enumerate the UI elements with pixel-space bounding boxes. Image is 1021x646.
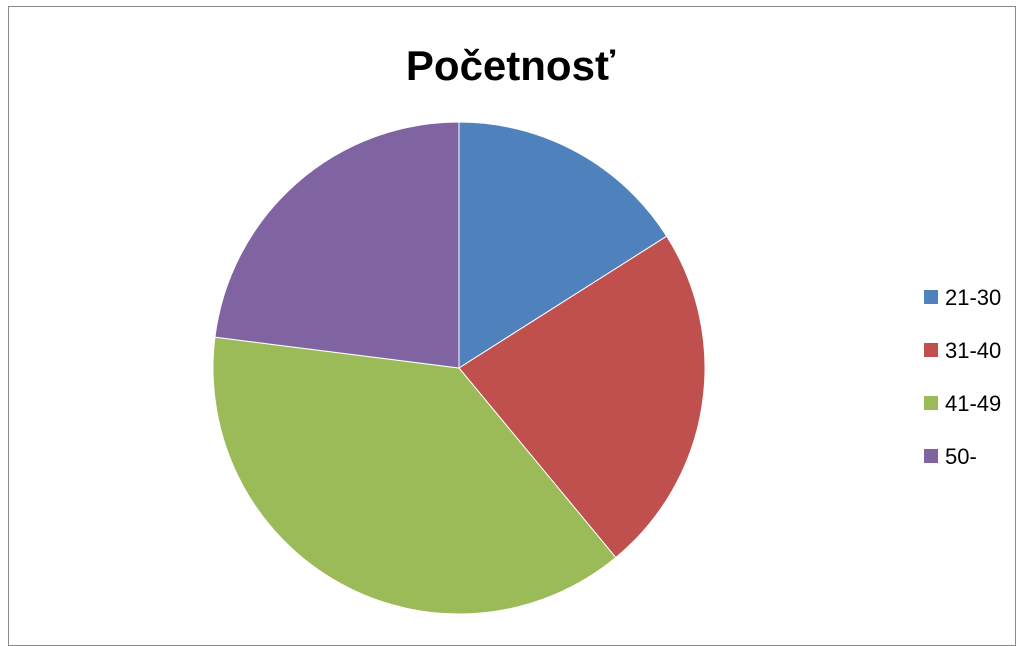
pie-slices — [212, 121, 706, 615]
legend-swatch-50- — [924, 449, 938, 463]
legend: 21-30 31-40 41-49 50- — [924, 285, 1001, 469]
legend-label-50-: 50- — [945, 444, 977, 469]
pie-slice-31-40 — [458, 235, 706, 559]
legend-label-41-49: 41-49 — [945, 391, 1001, 416]
legend-swatch-41-49 — [924, 396, 938, 410]
legend-swatch-31-40 — [924, 343, 938, 357]
legend-swatch-21-30 — [924, 290, 938, 304]
legend-label-21-30: 21-30 — [945, 285, 1001, 310]
legend-label-31-40: 31-40 — [945, 338, 1001, 363]
pie-slice-50- — [214, 121, 460, 369]
pie-slice-41-49 — [212, 336, 617, 615]
pie-slice-21-30 — [458, 121, 668, 369]
